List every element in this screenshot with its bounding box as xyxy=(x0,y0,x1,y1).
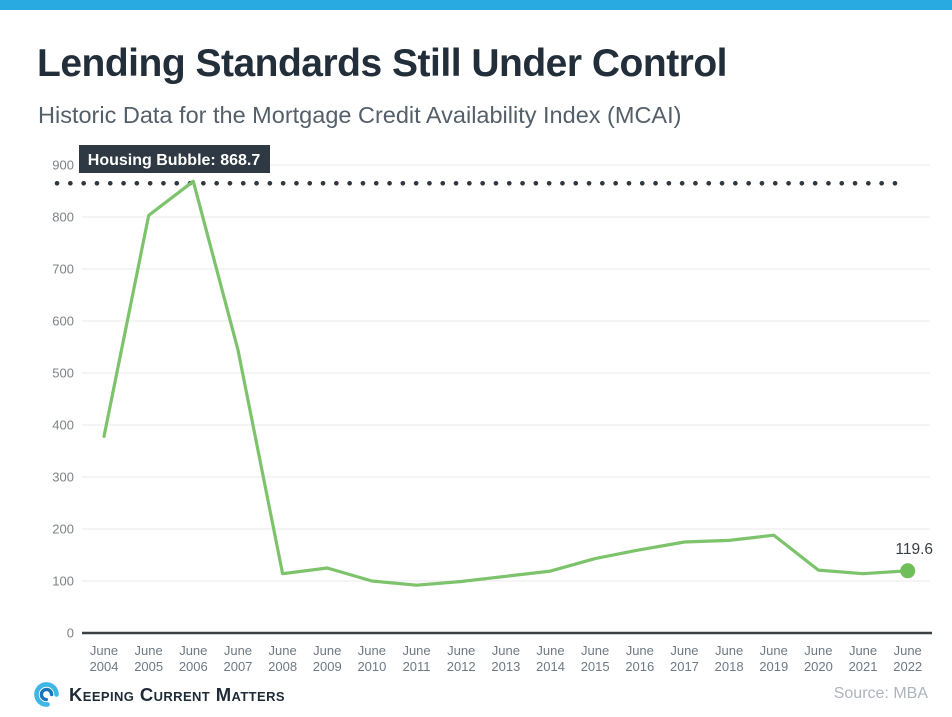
y-tick-300: 300 xyxy=(52,470,74,485)
x-tick-year-6: 2010 xyxy=(357,659,386,673)
x-tick-year-13: 2017 xyxy=(670,659,699,673)
housing-bubble-label-box xyxy=(79,145,270,173)
x-tick-year-18: 2022 xyxy=(893,659,922,673)
top-accent-bar xyxy=(0,0,952,10)
x-tick-month-17: June xyxy=(849,643,877,658)
x-tick-month-12: June xyxy=(626,643,654,658)
x-tick-year-1: 2005 xyxy=(134,659,163,673)
page-title: Lending Standards Still Under Control xyxy=(37,42,728,85)
x-tick-year-15: 2019 xyxy=(759,659,788,673)
source-attribution: Source: MBA xyxy=(833,685,928,702)
last-point-marker xyxy=(900,563,916,579)
x-tick-month-14: June xyxy=(715,643,743,658)
x-tick-year-14: 2018 xyxy=(715,659,744,673)
x-tick-year-5: 2009 xyxy=(313,659,342,673)
x-tick-year-16: 2020 xyxy=(804,659,833,673)
x-tick-year-9: 2013 xyxy=(491,659,520,673)
x-tick-month-6: June xyxy=(358,643,386,658)
y-tick-700: 700 xyxy=(52,262,74,277)
x-tick-year-8: 2012 xyxy=(447,659,476,673)
x-tick-month-8: June xyxy=(447,643,475,658)
page-subtitle: Historic Data for the Mortgage Credit Av… xyxy=(38,102,682,128)
x-tick-year-10: 2014 xyxy=(536,659,565,673)
x-tick-month-15: June xyxy=(760,643,788,658)
x-tick-month-7: June xyxy=(402,643,430,658)
x-tick-year-2: 2006 xyxy=(179,659,208,673)
y-tick-200: 200 xyxy=(52,522,74,537)
last-point-value-label: 119.6 xyxy=(895,541,933,558)
housing-bubble-label: Housing Bubble: 868.7 xyxy=(88,152,261,169)
x-tick-year-3: 2007 xyxy=(223,659,252,673)
y-tick-0: 0 xyxy=(67,626,74,641)
mcai-series-line xyxy=(102,179,910,587)
footer: Keeping Current Matters Source: MBA xyxy=(0,673,952,717)
y-tick-100: 100 xyxy=(52,574,74,589)
x-tick-month-9: June xyxy=(492,643,520,658)
x-tick-month-0: June xyxy=(90,643,118,658)
brand-name: Keeping Current Matters xyxy=(69,683,285,705)
x-tick-month-3: June xyxy=(224,643,252,658)
x-tick-month-10: June xyxy=(536,643,564,658)
y-tick-400: 400 xyxy=(52,418,74,433)
y-tick-900: 900 xyxy=(52,158,74,173)
x-tick-month-4: June xyxy=(268,643,296,658)
x-tick-month-1: June xyxy=(135,643,163,658)
y-tick-500: 500 xyxy=(52,366,74,381)
x-tick-year-12: 2016 xyxy=(625,659,654,673)
x-tick-month-13: June xyxy=(670,643,698,658)
x-tick-year-11: 2015 xyxy=(581,659,610,673)
x-tick-month-16: June xyxy=(804,643,832,658)
y-tick-800: 800 xyxy=(52,210,74,225)
x-tick-month-2: June xyxy=(179,643,207,658)
y-tick-600: 600 xyxy=(52,314,74,329)
chart-canvas: 0100200300400500600700800900June2004June… xyxy=(52,145,933,674)
x-tick-month-11: June xyxy=(581,643,609,658)
x-tick-year-4: 2008 xyxy=(268,659,297,673)
x-tick-month-18: June xyxy=(894,643,922,658)
x-tick-month-5: June xyxy=(313,643,341,658)
brand-lockup: Keeping Current Matters xyxy=(33,681,285,708)
mcai-line-chart: 0 100 200 300 400 500 600 700 800 900 June 2004 June… xyxy=(0,138,952,674)
x-tick-year-7: 2011 xyxy=(403,659,431,673)
kcm-swirl-logo-icon xyxy=(34,682,59,707)
x-tick-year-17: 2021 xyxy=(849,659,878,673)
x-tick-year-0: 2004 xyxy=(90,659,119,673)
